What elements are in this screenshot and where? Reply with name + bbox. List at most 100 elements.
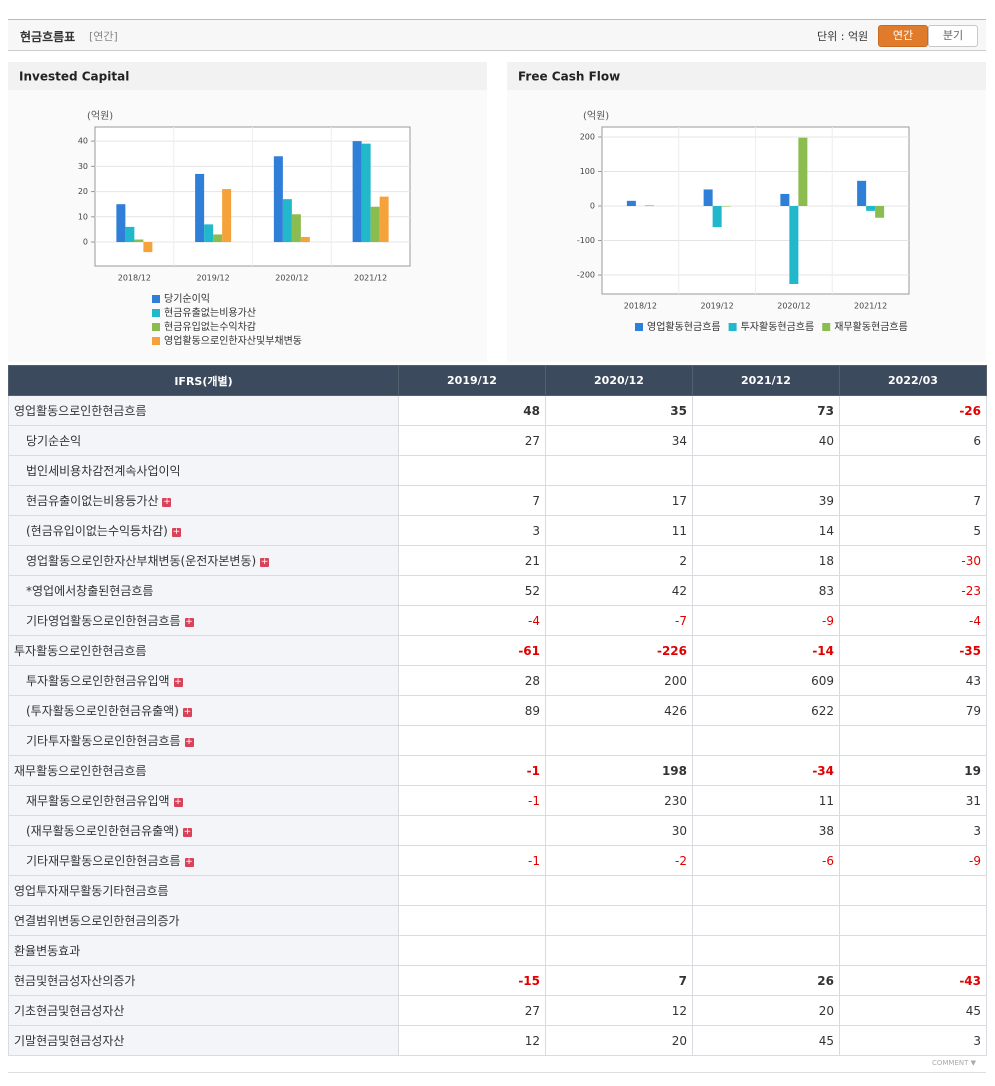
- value-cell: 622: [692, 695, 840, 726]
- value-cell: -26: [839, 395, 987, 426]
- expand-button[interactable]: +: [162, 497, 172, 507]
- y-tick-label: 30: [78, 162, 88, 171]
- bar: [116, 204, 126, 243]
- value-cell: -7: [545, 605, 693, 636]
- row-label-cell: 연결범위변동으로인한현금의증가: [8, 905, 399, 936]
- value-cell: 27: [398, 425, 546, 456]
- expand-button[interactable]: +: [173, 797, 183, 807]
- table-row: 재무활동으로인한현금흐름 -1 198 -34 19: [8, 755, 987, 786]
- legend-label: 영업활동현금흐름: [647, 320, 721, 333]
- bar: [204, 224, 214, 243]
- value-cell: -34: [692, 755, 840, 786]
- row-label-cell: 현금및현금성자산의증가: [8, 965, 399, 996]
- legend-swatch: [152, 309, 160, 317]
- table-row: 기타투자활동으로인한현금흐름 +: [8, 725, 987, 756]
- value-cell: 20: [692, 995, 840, 1026]
- value-cell: 27: [398, 995, 546, 1026]
- table-row: 법인세비용차감전계속사업이익: [8, 455, 987, 486]
- expand-button[interactable]: +: [184, 857, 194, 867]
- comment-toggle[interactable]: COMMENT ▼: [932, 1059, 977, 1067]
- value-cell: [839, 935, 987, 966]
- value-cell: 39: [692, 485, 840, 516]
- tab-quarter[interactable]: 분기: [928, 25, 978, 47]
- row-label: *영업에서창출된현금흐름: [26, 584, 154, 598]
- bar: [789, 206, 799, 284]
- value-cell: 19: [839, 755, 987, 786]
- expand-button[interactable]: +: [171, 527, 181, 537]
- row-label: 환율변동효과: [14, 944, 81, 958]
- panel-header: [8, 62, 487, 90]
- expand-button[interactable]: +: [184, 617, 194, 627]
- row-label: 투자활동으로인한현금흐름: [14, 644, 147, 658]
- bar: [282, 199, 292, 243]
- value-cell: [839, 725, 987, 756]
- column-header: 2019/12: [398, 365, 546, 396]
- value-cell: -35: [839, 635, 987, 666]
- value-cell: 2: [545, 545, 693, 576]
- value-cell: [839, 905, 987, 936]
- row-label-cell: 기타투자활동으로인한현금흐름 +: [8, 725, 399, 756]
- value-cell: 40: [692, 425, 840, 456]
- value-cell: -23: [839, 575, 987, 606]
- value-cell: -14: [692, 635, 840, 666]
- table-row: 투자활동으로인한현금흐름 -61 -226 -14 -35: [8, 635, 987, 666]
- x-tick-label: 2018/12: [118, 274, 151, 283]
- bar: [143, 242, 153, 253]
- bar: [866, 206, 876, 211]
- column-header: 2022/03: [839, 365, 987, 396]
- expand-button[interactable]: +: [173, 677, 183, 687]
- section-title: 현금흐름표: [20, 30, 76, 44]
- x-tick-label: 2021/12: [354, 274, 387, 283]
- expand-button[interactable]: +: [260, 557, 270, 567]
- value-cell: 7: [839, 485, 987, 516]
- row-label: 기타재무활동으로인한현금흐름: [26, 854, 181, 868]
- bar: [780, 193, 790, 207]
- bar: [798, 137, 808, 207]
- column-header: IFRS(개별): [8, 365, 399, 396]
- chart-panel: Invested Capital (억원) 0 10 20 30 40 2018/12 2019…: [8, 62, 487, 362]
- value-cell: -9: [839, 845, 987, 876]
- row-label: 영업투자재무활동기타현금흐름: [14, 884, 169, 898]
- bar: [291, 214, 301, 243]
- y-axis-label: (억원): [87, 110, 113, 122]
- tab-annual[interactable]: 연간: [878, 25, 928, 47]
- cashflow-table: IFRS(개별) 2019/12 2020/12 2021/12 2022/03 영업활…: [8, 365, 987, 1056]
- y-tick-label: 20: [78, 187, 88, 196]
- bar: [379, 196, 389, 243]
- value-cell: [545, 455, 693, 486]
- value-cell: -1: [398, 755, 546, 786]
- value-cell: [545, 875, 693, 906]
- value-cell: [692, 725, 840, 756]
- expand-button[interactable]: +: [182, 707, 192, 717]
- bar: [712, 206, 722, 228]
- value-cell: -4: [398, 605, 546, 636]
- row-label-cell: 재무활동으로인한현금흐름: [8, 755, 399, 786]
- panel-header: [507, 62, 986, 90]
- expand-button[interactable]: +: [182, 827, 192, 837]
- value-cell: 426: [545, 695, 693, 726]
- value-cell: [398, 875, 546, 906]
- divider: [8, 1072, 986, 1073]
- row-label-cell: 기타재무활동으로인한현금흐름 +: [8, 845, 399, 876]
- value-cell: 34: [545, 425, 693, 456]
- legend-swatch: [152, 295, 160, 303]
- value-cell: [839, 455, 987, 486]
- y-tick-label: 10: [78, 212, 88, 221]
- row-label-cell: (재무활동으로인한현금유출액) +: [8, 815, 399, 846]
- legend-label: 투자활동현금흐름: [741, 320, 815, 333]
- value-cell: 20: [545, 1025, 693, 1056]
- bar: [644, 205, 654, 207]
- value-cell: [692, 875, 840, 906]
- row-label: 기말현금및현금성자산: [14, 1034, 125, 1048]
- row-label-cell: *영업에서창출된현금흐름: [8, 575, 399, 606]
- row-label: 기타영업활동으로인한현금흐름: [26, 614, 181, 628]
- row-label: 현금유출이없는비용등가산: [26, 494, 159, 508]
- bar: [370, 206, 380, 243]
- x-tick-label: 2020/12: [275, 274, 308, 283]
- row-label: 재무활동으로인한현금유입액: [26, 794, 170, 808]
- value-cell: 3: [839, 1025, 987, 1056]
- value-cell: 43: [839, 665, 987, 696]
- expand-button[interactable]: +: [184, 737, 194, 747]
- value-cell: 35: [545, 395, 693, 426]
- value-cell: 21: [398, 545, 546, 576]
